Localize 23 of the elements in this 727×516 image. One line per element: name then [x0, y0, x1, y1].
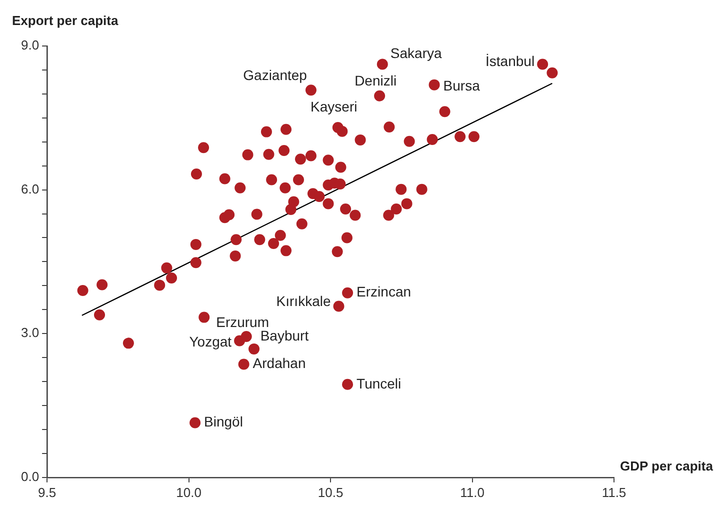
annotation: Tunceli [356, 375, 402, 392]
annotation: Ardahan [252, 355, 306, 372]
y-tick-label: 6.0 [20, 181, 40, 196]
annotation: Gaziantep [243, 66, 308, 83]
annotation: Kayseri [310, 98, 358, 114]
y-tick-label: 3.0 [20, 325, 40, 340]
y-axis-title: Export per capita [12, 13, 119, 28]
annotation: Denizli [354, 72, 397, 89]
annotation: İstanbul [486, 53, 535, 70]
annotation: Yozgat [189, 334, 232, 350]
annotation: Erzincan [356, 284, 412, 300]
annotation: Sakarya [390, 45, 442, 62]
x-tick-label: 11.0 [460, 484, 484, 500]
annotation: Kırıkkale [276, 293, 331, 310]
x-tick-label: 10.0 [176, 484, 202, 500]
y-tick-label: 0.0 [20, 468, 40, 484]
x-tick-label: 9.5 [38, 484, 56, 500]
annotation: Bursa [443, 78, 480, 94]
x-tick-label: 10.5 [318, 484, 344, 500]
annotation: Bingöl [204, 414, 243, 430]
x-axis-title: GDP per capita [620, 458, 714, 474]
y-tick-label: 9.0 [20, 38, 40, 53]
x-tick-label: 11.5 [602, 484, 626, 500]
